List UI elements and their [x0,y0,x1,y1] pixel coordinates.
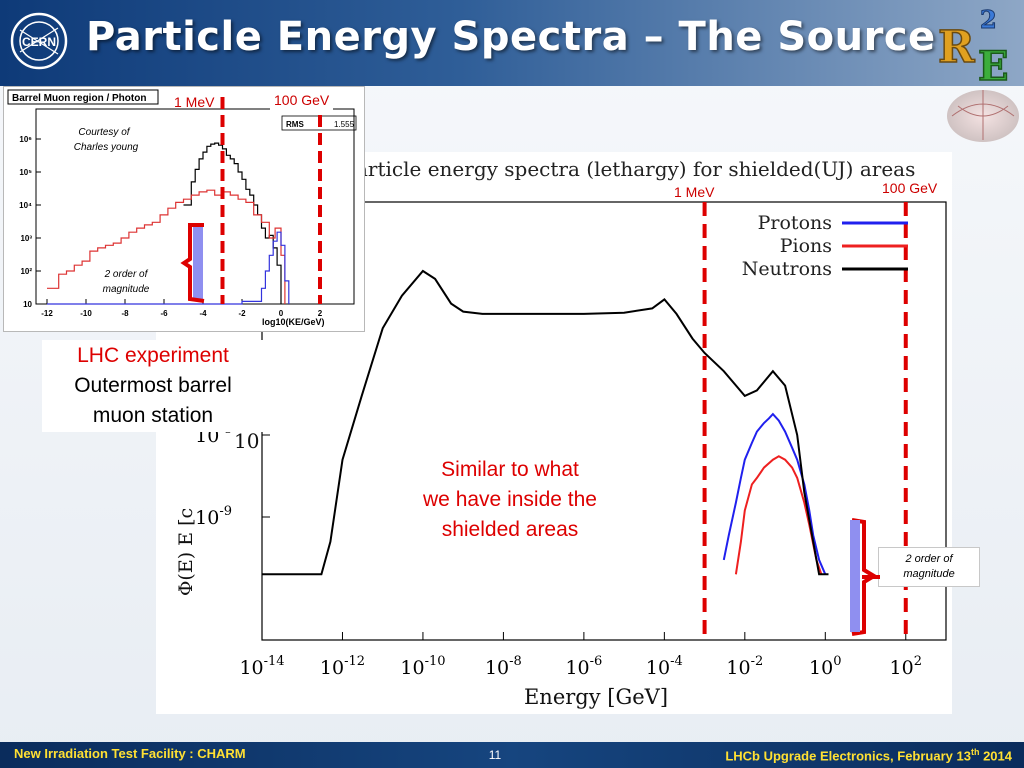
page-number: 11 [488,748,502,762]
main-magnitude-text-2: magnitude [903,568,955,580]
inset-y-tick-label: 10³ [20,234,32,243]
inset-x-tick-label: -8 [121,309,129,318]
cern-logo-text: CERN [22,35,56,49]
inset-magnitude-band [193,227,203,299]
main-spectrum-chart: article energy spectra (lethargy) for sh… [156,152,952,714]
r2e-logo: R 2 E [937,5,1009,89]
globe-graphic [947,90,1019,142]
inset-x-tick-label: -12 [41,309,53,318]
slide-footer: New Irradiation Test Facility : CHARM 11… [0,742,1024,768]
inset-y-tick-label: 10⁶ [19,135,32,144]
inset-x-tick-label: 2 [318,309,323,318]
inset-stats-label: RMS [286,120,304,129]
main-x-tick-label: 100 [809,654,841,679]
main-x-tick-label: 10-14 [239,654,284,679]
outermost-barrel-text: Outermost barrel [74,374,232,397]
legend-label-pions: Pions [780,235,832,257]
inset-y-tick-label: 10 [23,300,32,309]
main-y-tick-label: 10-9 [195,504,232,529]
main-x-tick-label: 10-6 [565,654,602,679]
slide-title: Particle Energy Spectra – The Source [86,14,936,60]
main-magnitude-connector [862,575,880,579]
main-series-line-pions [734,455,823,575]
slide-header: CERN Particle Energy Spectra – The Sourc… [0,0,1024,89]
main-magnitude-note: 2 order of magnitude [878,547,980,587]
muon-station-text: muon station [92,404,214,427]
inset-x-axis-label: log10(KE/GeV) [262,317,325,327]
inset-series-line-0 [183,142,282,304]
main-1mev-label: 1 MeV [674,184,715,200]
inset-chart-svg: Barrel Muon region / Photon RMS 1.555 -1… [7,89,357,327]
svg-text:R: R [938,22,975,73]
inset-series-line-1 [47,189,286,304]
inset-courtesy-2: Charles young [74,142,139,153]
main-y-tick-partial: 10 [234,429,259,453]
legend-label-neutrons: Neutrons [742,258,832,280]
inset-y-tick-label: 10² [20,267,32,276]
lhc-experiment-text: LHC experiment [77,344,229,367]
inset-x-tick-label: -2 [238,309,246,318]
svg-text:2: 2 [980,5,997,34]
inset-magnitude-bracket [180,223,205,303]
similar-note: Similar to what we have inside the shiel… [382,455,638,545]
inset-stats-value: 1.555 [334,120,355,129]
main-magnitude-text-1: 2 order of [905,553,953,565]
inset-chart: Barrel Muon region / Photon RMS 1.555 -1… [3,86,365,332]
main-x-axis-label: Energy [GeV] [524,685,668,709]
inset-title-box [7,89,159,105]
main-series-line-protons [722,412,827,575]
main-chart-svg: article energy spectra (lethargy) for sh… [175,157,947,709]
main-x-tick-label: 10-8 [485,654,522,679]
legend-label-protons: Protons [758,212,832,234]
cern-logo: CERN [10,12,68,70]
main-100gev-label: 100 GeV [878,178,942,198]
main-y-axis-label: Φ(E) E [c [175,508,197,596]
inset-series-line-2 [47,231,290,305]
inset-1mev-label: 1 MeV [174,94,215,110]
main-chart-title: article energy spectra (lethargy) for sh… [356,157,915,181]
svg-text:E: E [978,43,1009,88]
inset-y-tick-label: 10⁵ [19,168,32,177]
inset-100gev-label: 100 GeV [270,90,334,110]
inset-magnitude-1: 2 order of [104,269,149,280]
inset-magnitude-2: magnitude [103,284,150,295]
inset-y-tick-label: 10⁴ [19,201,32,210]
main-x-tick-label: 102 [890,654,922,679]
main-x-tick-label: 10-2 [726,654,763,679]
footer-event: LHCb Upgrade Electronics, February 13th … [725,747,1012,764]
main-x-tick-label: 10-4 [646,654,683,679]
inset-x-tick-label: 0 [279,309,284,318]
main-magnitude-band [850,520,860,632]
similar-line-3: shielded areas [441,518,579,541]
similar-line-2: we have inside the [423,488,597,511]
inset-title: Barrel Muon region / Photon [12,93,146,104]
main-x-tick-label: 10-12 [320,654,365,679]
inset-x-tick-label: -10 [80,309,92,318]
lhc-note-box: LHC experiment Outermost barrel muon sta… [42,340,264,432]
similar-line-1: Similar to what [441,458,579,481]
footer-facility: New Irradiation Test Facility : CHARM [14,746,246,761]
inset-x-tick-label: -6 [160,309,168,318]
main-x-tick-label: 10-10 [400,654,445,679]
inset-x-tick-label: -4 [199,309,207,318]
inset-courtesy-1: Courtesy of [78,127,130,138]
main-series-line-neutrons [262,269,829,576]
